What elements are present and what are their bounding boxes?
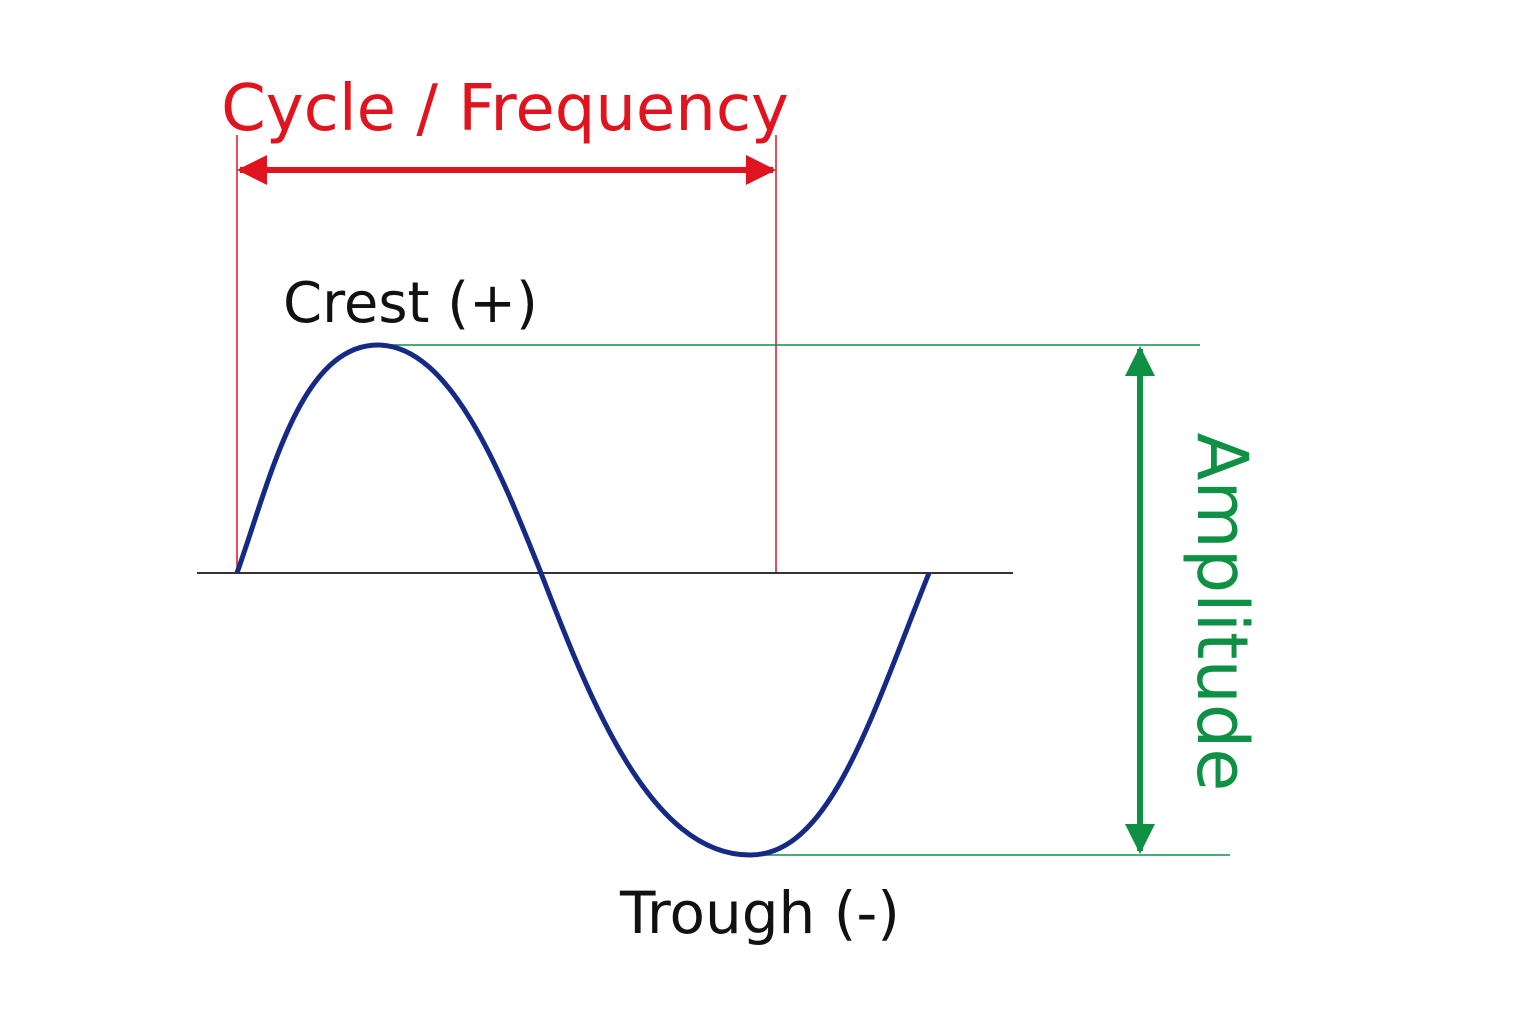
wave: [234, 342, 932, 858]
trough-label: Trough (-): [619, 879, 900, 947]
amplitude-label: Amplitude: [1181, 433, 1263, 792]
crest-label: Crest (+): [283, 271, 538, 336]
title: Cycle / Frequency: [221, 72, 789, 146]
